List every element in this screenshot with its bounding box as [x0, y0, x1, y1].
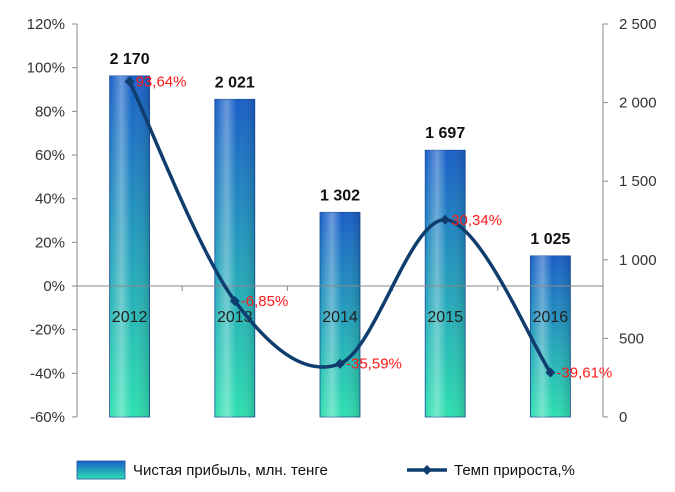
- category-label: 2014: [322, 309, 358, 326]
- bar-sheen: [109, 75, 150, 417]
- left-axis-tick-label: 20%: [35, 234, 65, 251]
- category-label: 2015: [427, 309, 463, 326]
- bar-sheen: [214, 99, 255, 417]
- left-axis-tick-label: 60%: [35, 147, 65, 164]
- left-axis-tick-label: -20%: [30, 322, 65, 339]
- category-labels: 2012 2013 2014 2015 2016: [112, 309, 568, 326]
- legend-line-label: Темп прироста,%: [454, 462, 575, 479]
- growth-marker: [440, 214, 451, 225]
- right-axis-tick-label: 0: [619, 409, 627, 426]
- bar-value-label: 2 021: [215, 74, 255, 91]
- left-axis-tick-label: -60%: [30, 409, 65, 426]
- growth-marker: [545, 367, 556, 378]
- growth-value-label: -39,61%: [556, 364, 612, 381]
- bars: [109, 75, 571, 418]
- legend-bar-label: Чистая прибыль, млн. тенге: [133, 462, 328, 479]
- growth-value-label: 93,64%: [136, 74, 187, 91]
- data-labels: 2 170 2 021 1 302 1 697 1 025 93,64% -6,85% -35…: [110, 51, 613, 382]
- left-axis-tick-label: -40%: [30, 365, 65, 382]
- bar-value-label: 1 697: [425, 125, 465, 142]
- right-axis-tick-label: 500: [619, 330, 644, 347]
- growth-value-label: -35,59%: [346, 356, 402, 373]
- category-label: 2012: [112, 309, 148, 326]
- right-axis-tick-label: 1 000: [619, 252, 657, 269]
- left-axis-tick-label: 40%: [35, 191, 65, 208]
- left-axis-tick-label: 120%: [27, 16, 65, 33]
- bar-sheen: [320, 212, 360, 417]
- bar-sheen: [530, 255, 571, 417]
- category-label: 2016: [533, 309, 569, 326]
- legend-bar-swatch: [76, 460, 126, 480]
- left-axis-tick-label: 80%: [35, 103, 65, 120]
- right-axis-tick-label: 2 000: [619, 95, 657, 112]
- growth-marker: [335, 358, 345, 369]
- growth-marker: [229, 295, 240, 306]
- bar-value-label: 1 302: [320, 187, 360, 204]
- growth-line-layer: [124, 76, 556, 378]
- growth-value-label: 30,34%: [451, 212, 502, 229]
- legend: Чистая прибыль, млн. тенге Темп прироста,…: [76, 460, 575, 480]
- growth-value-label: -6,85%: [241, 293, 289, 310]
- right-axis-tick-label: 1 500: [619, 173, 657, 190]
- right-axis-tick-label: 2 500: [619, 16, 657, 33]
- axes: -60% -40% -20% 0% 20% 40% 60% 80% 100% 120% 0 500 1 …: [27, 16, 657, 426]
- left-axis-tick-label: 100%: [27, 60, 65, 77]
- bar-sheen: [425, 150, 466, 417]
- bar-value-label: 1 025: [530, 231, 570, 248]
- left-axis-tick-label: 0%: [43, 278, 65, 295]
- legend-line-marker: [422, 465, 432, 475]
- growth-marker: [124, 76, 135, 87]
- bar-value-label: 2 170: [110, 51, 150, 68]
